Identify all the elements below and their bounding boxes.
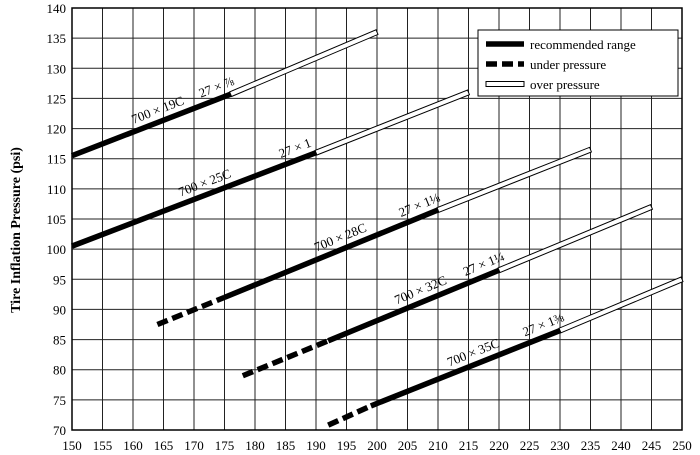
y-tick-label: 120 [47,122,67,137]
over-pressure-segment [228,29,379,98]
legend-label: over pressure [530,77,600,92]
recommended-range-segment [71,150,317,249]
over-pressure-segment [497,203,654,274]
y-tick-label: 125 [47,91,67,106]
x-tick-label: 165 [154,438,174,453]
y-tick-label: 135 [47,31,67,46]
y-tick-label: 115 [47,152,66,167]
y-tick-label: 85 [53,333,66,348]
x-tick-label: 225 [520,438,540,453]
x-tick-label: 180 [245,438,265,453]
x-tick-label: 170 [184,438,204,453]
x-tick-label: 250 [672,438,692,453]
recommended-range-segment [223,207,440,300]
x-tick-label: 220 [489,438,509,453]
y-tick-label: 95 [53,272,66,287]
x-tick-label: 160 [123,438,143,453]
x-tick-label: 190 [306,438,326,453]
y-tick-label: 105 [47,212,67,227]
legend: recommended range under pressure over pres… [477,29,679,97]
x-tick-label: 215 [459,438,479,453]
y-tick-label: 70 [53,423,66,438]
x-axis-ticks: 150 155 160 165 170 175 180 185 190 195 200 205 210 2… [62,438,692,453]
y-axis-ticks: 70 75 80 85 90 95 100 105 110 115 120 125 130 135 140 [47,1,67,438]
x-tick-label: 150 [62,438,82,453]
recommended-range-segment [71,91,232,159]
y-tick-label: 140 [47,1,67,16]
x-tick-label: 230 [550,438,570,453]
y-tick-label: 75 [53,393,66,408]
x-tick-label: 235 [581,438,601,453]
legend-label: recommended range [530,37,636,52]
y-tick-label: 110 [47,182,66,197]
x-tick-label: 245 [642,438,662,453]
x-tick-label: 175 [215,438,235,453]
y-tick-label: 80 [53,363,66,378]
under-pressure-segment [327,403,373,428]
y-axis-label: Tire Inflation Pressure (psi) [9,147,24,313]
recommended-range-segment [327,267,501,344]
x-tick-label: 195 [337,438,357,453]
x-tick-label: 185 [276,438,296,453]
legend-swatch-over [485,81,525,87]
x-tick-label: 240 [611,438,631,453]
recommended-range-segment [369,327,562,409]
y-tick-label: 90 [53,302,66,317]
x-tick-label: 210 [428,438,448,453]
legend-label: under pressure [530,57,606,72]
under-pressure-segment [156,294,226,328]
x-tick-label: 200 [367,438,387,453]
over-pressure-segment [436,146,593,213]
x-tick-label: 205 [398,438,418,453]
grid [71,7,683,431]
x-tick-label: 155 [93,438,113,453]
y-tick-label: 100 [47,242,67,257]
over-pressure-segment [314,89,471,156]
plot-border [71,7,683,431]
y-tick-label: 130 [47,61,67,76]
